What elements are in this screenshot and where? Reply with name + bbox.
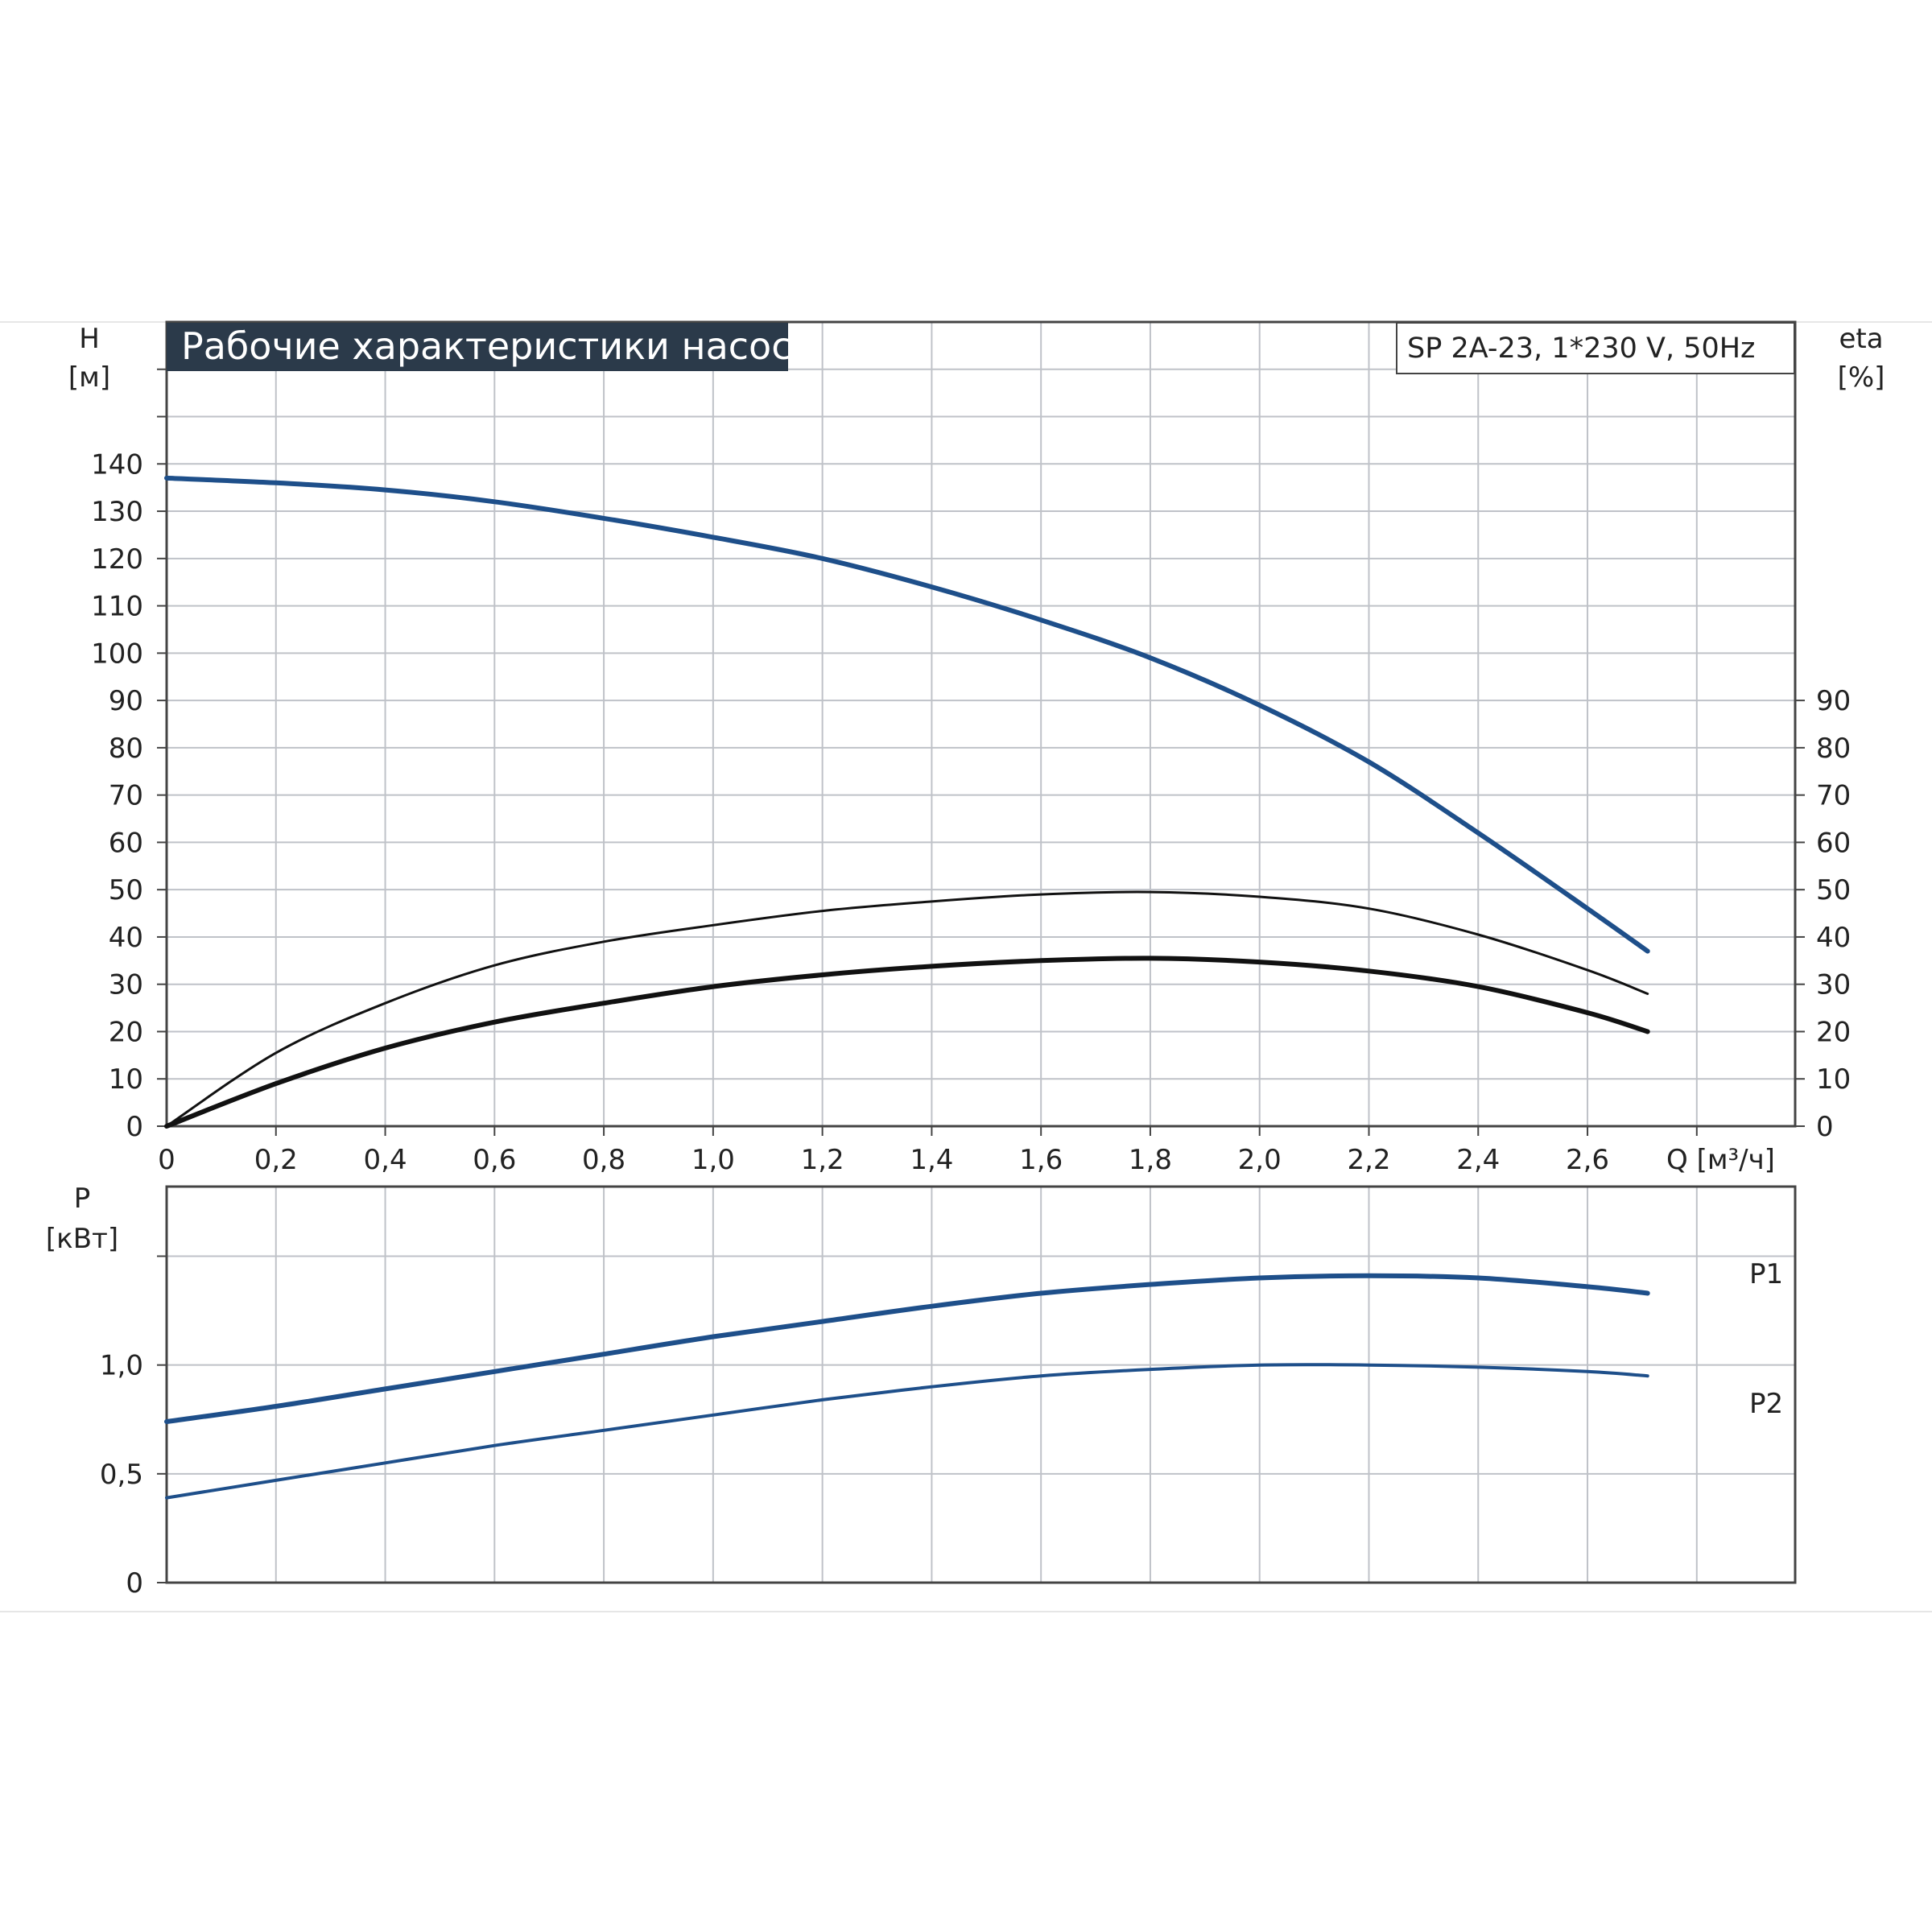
y-right-label-8: 80 (1816, 733, 1851, 765)
curve-p2 (165, 1363, 1649, 1500)
p-label-0: 0 (126, 1567, 143, 1600)
x-label-5: 1,0 (691, 1144, 735, 1176)
x-label-12: 2,4 (1456, 1144, 1500, 1176)
y-right-label-0: 0 (1816, 1111, 1834, 1143)
y-right-label-5: 50 (1816, 874, 1851, 906)
chart-title: Рабочие характеристики насоса (181, 324, 815, 368)
series-label-p2: P2 (1749, 1388, 1783, 1420)
upper-curves (164, 475, 1650, 1129)
y-right-label-4: 40 (1816, 922, 1851, 954)
y-axis-label-eta: eta (1839, 323, 1883, 355)
p-label-2: 1,0 (100, 1350, 143, 1382)
y-left-label-4: 40 (109, 922, 143, 954)
x-label-3: 0,6 (473, 1144, 516, 1176)
x-axis-label-q: Q [м³/ч] (1666, 1144, 1775, 1176)
curve-eta-thick (164, 956, 1650, 1129)
upper-plot-frame (165, 320, 1797, 1128)
x-label-0: 0 (158, 1144, 175, 1176)
y-right-label-2: 20 (1816, 1016, 1851, 1048)
upper-gridlines (167, 322, 1795, 1126)
y-left-label-3: 30 (109, 969, 143, 1001)
y-left-label-11: 110 (91, 591, 143, 623)
lower-gridlines (167, 1187, 1795, 1583)
y-right-label-3: 30 (1816, 969, 1851, 1001)
y-axis-label-h: H (79, 323, 100, 355)
y-right-label-7: 70 (1816, 780, 1851, 812)
y-right-label-6: 60 (1816, 827, 1851, 859)
y-left-label-6: 60 (109, 827, 143, 859)
y-axis-unit-h: [м] (68, 361, 110, 394)
lower-curves (164, 1273, 1650, 1500)
model-label: SP 2A-23, 1*230 V, 50Hz (1407, 332, 1755, 365)
x-label-7: 1,4 (910, 1144, 953, 1176)
x-label-8: 1,6 (1019, 1144, 1063, 1176)
x-label-6: 1,2 (801, 1144, 844, 1176)
upper-axis-ticks (157, 368, 1805, 1136)
y-left-label-5: 50 (109, 874, 143, 906)
y-left-label-1: 10 (109, 1063, 143, 1096)
y-axis-label-p: P (74, 1183, 91, 1215)
x-label-2: 0,4 (364, 1144, 407, 1176)
x-label-4: 0,8 (582, 1144, 625, 1176)
p-label-1: 0,5 (100, 1459, 143, 1491)
upper-tick-labels: 0 10 20 30 40 50 60 70 80 90 100 110 120 130 140 0 10 20 3… (91, 448, 1851, 1176)
y-axis-unit-p: [кВт] (46, 1223, 118, 1255)
y-right-label-9: 90 (1816, 685, 1851, 717)
lower-plot-frame (165, 1185, 1797, 1584)
y-left-label-8: 80 (109, 733, 143, 765)
x-label-10: 2,0 (1238, 1144, 1282, 1176)
y-left-label-14: 140 (91, 448, 143, 481)
y-left-label-0: 0 (126, 1111, 143, 1143)
y-left-label-10: 100 (91, 638, 143, 670)
y-left-label-2: 20 (109, 1016, 143, 1048)
y-right-label-1: 10 (1816, 1063, 1851, 1096)
y-left-label-12: 120 (91, 543, 143, 576)
x-label-1: 0,2 (254, 1144, 298, 1176)
curve-p1 (164, 1273, 1650, 1424)
title-box (167, 323, 788, 371)
curve-H (164, 475, 1650, 954)
y-axis-unit-eta: [%] (1838, 361, 1885, 394)
y-left-label-7: 70 (109, 780, 143, 812)
x-label-11: 2,2 (1347, 1144, 1390, 1176)
x-label-13: 2,6 (1566, 1144, 1609, 1176)
y-left-label-13: 130 (91, 496, 143, 528)
curve-eta-thin (165, 890, 1649, 1128)
model-box (1396, 322, 1795, 374)
x-label-9: 1,8 (1129, 1144, 1172, 1176)
y-left-label-9: 90 (109, 685, 143, 717)
lower-axis-ticks (157, 1255, 167, 1583)
series-label-p1: P1 (1749, 1258, 1783, 1290)
lower-tick-labels: 0 0,5 1,0 (100, 1350, 143, 1600)
